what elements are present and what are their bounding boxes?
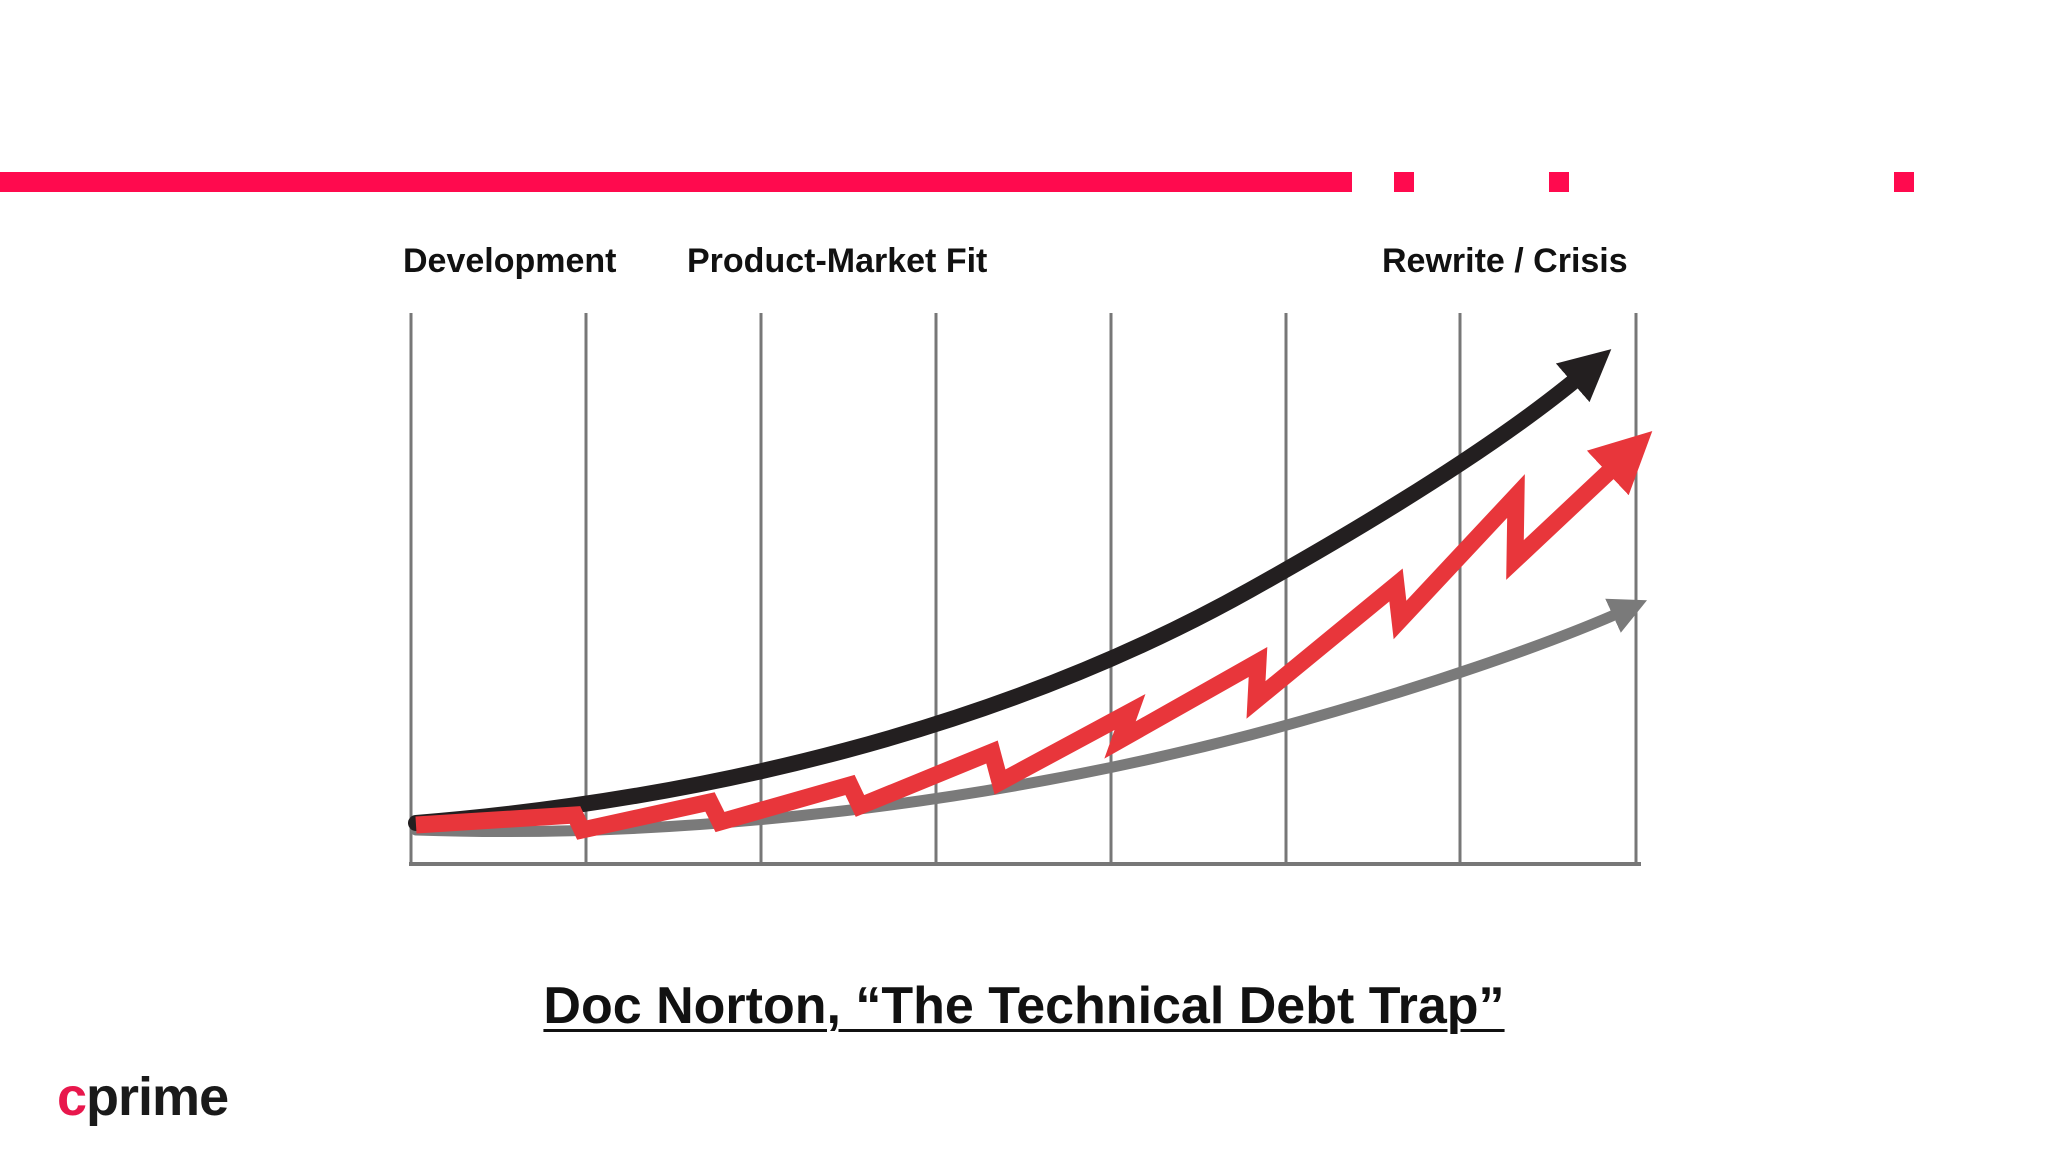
- curve-sawtooth: [415, 431, 1653, 840]
- accent-square: [1549, 172, 1569, 192]
- caption: Doc Norton, “The Technical Debt Trap”: [543, 977, 1505, 1035]
- cprime-logo: cprime: [57, 1066, 229, 1128]
- phase-label-rewrite-crisis: Rewrite / Crisis: [1382, 242, 1628, 280]
- phase-label-product-market-fit: Product-Market Fit: [687, 242, 988, 280]
- accent-square: [1894, 172, 1914, 192]
- logo-accent: c: [57, 1067, 87, 1127]
- phase-label-development: Development: [403, 242, 617, 280]
- curve-bottom: [410, 598, 1648, 838]
- curve-top: [408, 349, 1612, 831]
- vertical-gridlines: [409, 313, 1638, 864]
- top-accent-bar: [0, 172, 1352, 192]
- accent-square: [1394, 172, 1414, 192]
- logo-wordmark: prime: [86, 1067, 229, 1127]
